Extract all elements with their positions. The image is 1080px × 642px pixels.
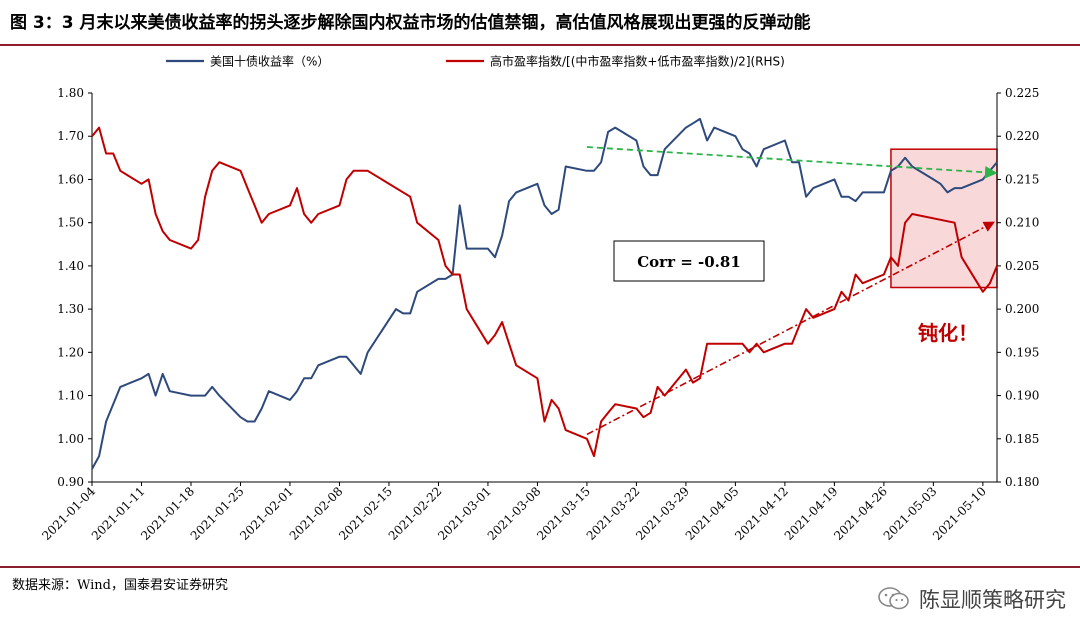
y-left-tick-label: 1.70	[57, 129, 84, 143]
y-left-tick-label: 1.80	[57, 86, 84, 100]
y-right-tick-label: 0.185	[1005, 432, 1039, 446]
dual-axis-line-chart: 美国十债收益率（%） 高市盈率指数/[(中市盈率指数+低市盈率指数)/2](RHS…	[39, 54, 1039, 544]
y-right-tick-label: 0.215	[1005, 172, 1039, 186]
y-left-tick-label: 1.10	[57, 389, 84, 403]
y-left-tick-label: 1.60	[57, 172, 84, 186]
y-right-tick-label: 0.210	[1005, 216, 1039, 230]
watermark: 陈显顺策略研究	[877, 584, 1066, 614]
annotations: Corr = -0.81 钝化！	[586, 146, 998, 436]
yield-trend-arrow	[586, 146, 998, 179]
title-rule	[0, 44, 1080, 46]
axes: 0.90 1.00 1.10 1.20 1.30 1.40 1.50 1.60 1.70 1.80…	[39, 86, 1039, 543]
y-right-tick-label: 0.180	[1005, 475, 1039, 489]
dulled-label: 钝化！	[918, 321, 978, 345]
corr-label: Corr = -0.81	[637, 253, 741, 271]
y-left-tick-label: 1.30	[57, 302, 84, 316]
figure-title: 图 3：3 月末以来美债收益率的拐头逐步解除国内权益市场的估值禁锢，高估值风格展…	[10, 13, 811, 33]
y-right-tick-label: 0.195	[1005, 345, 1039, 359]
wechat-icon	[877, 586, 911, 612]
corr-box	[613, 240, 765, 282]
watermark-text: 陈显顺策略研究	[919, 588, 1066, 612]
source-note: 数据来源：Wind，国泰君安证券研究	[12, 578, 228, 593]
series-lines	[91, 117, 998, 470]
y-right-tick-label: 0.225	[1005, 86, 1039, 100]
legend-high-pe-ratio-label: 高市盈率指数/[(中市盈率指数+低市盈率指数)/2](RHS)	[490, 54, 785, 69]
us10y-yield-line	[91, 117, 998, 470]
source-rule	[0, 566, 1080, 568]
y-left-tick-label: 1.50	[57, 216, 84, 230]
y-left-tick-label: 1.00	[57, 432, 84, 446]
x-tick-label: 2021-05-10	[930, 484, 989, 543]
y-right-tick-label: 0.220	[1005, 129, 1039, 143]
y-right-tick-label: 0.190	[1005, 389, 1039, 403]
legend-us10y-label: 美国十债收益率（%）	[210, 54, 329, 69]
y-right-tick-label: 0.200	[1005, 302, 1039, 316]
y-left-tick-label: 1.20	[57, 345, 84, 359]
y-left-tick-label: 1.40	[57, 259, 84, 273]
y-right-tick-label: 0.205	[1005, 259, 1039, 273]
high-pe-ratio-line	[91, 126, 998, 458]
chart-legend: 美国十债收益率（%） 高市盈率指数/[(中市盈率指数+低市盈率指数)/2](RHS…	[166, 54, 785, 69]
ratio-trend-arrow	[586, 221, 995, 436]
y-left-tick-label: 0.90	[57, 475, 84, 489]
